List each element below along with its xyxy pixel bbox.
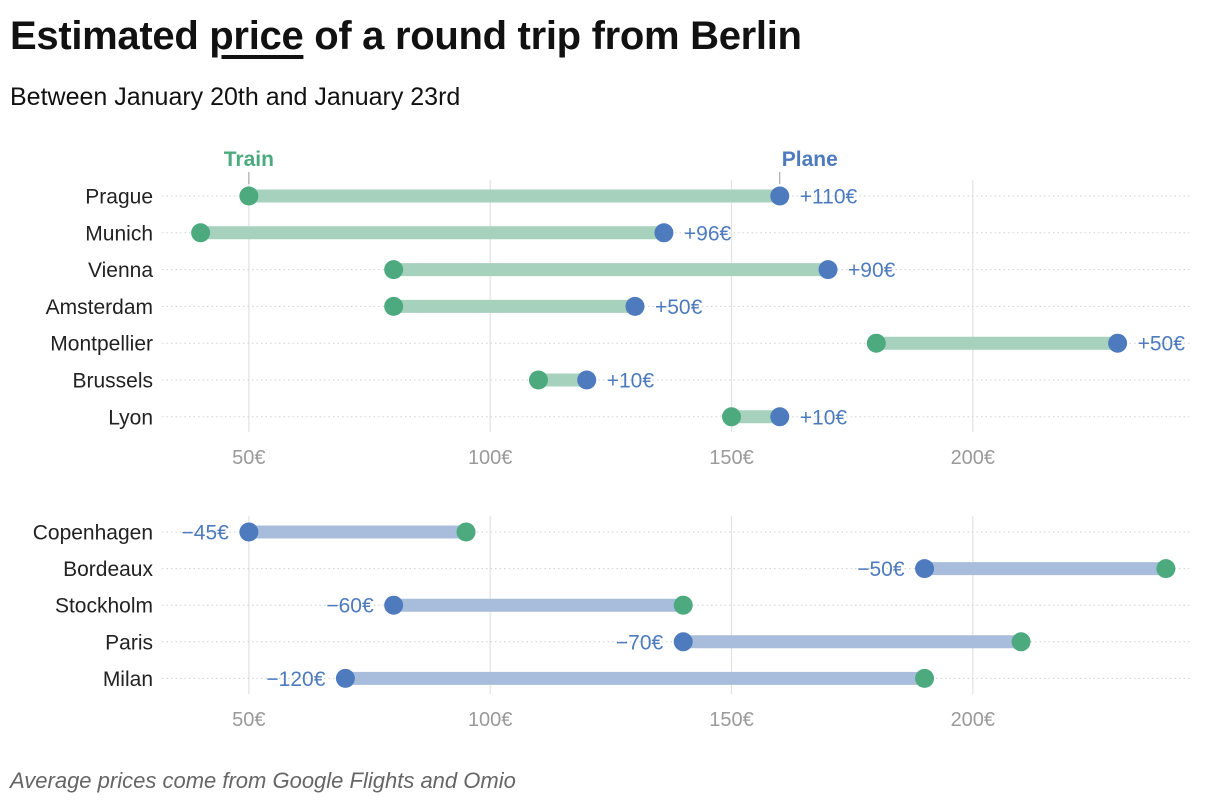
train-dot — [673, 595, 693, 615]
plane-dot — [915, 559, 935, 579]
difference-label: −120€ — [266, 668, 325, 691]
legend-plane-label: Plane — [782, 148, 838, 171]
category-label: Brussels — [72, 370, 153, 393]
plane-dot — [673, 632, 693, 652]
x-tick-label: 200€ — [951, 447, 996, 469]
legend-train-label: Train — [224, 148, 274, 171]
x-tick-label: 100€ — [468, 447, 513, 469]
category-label: Vienna — [88, 259, 153, 282]
category-label: Paris — [105, 631, 153, 654]
train-dot — [722, 407, 742, 427]
category-label: Milan — [103, 668, 153, 691]
difference-label: −45€ — [182, 522, 230, 545]
train-dot — [456, 522, 476, 542]
category-label: Bordeaux — [63, 558, 153, 581]
x-tick-label: 200€ — [951, 709, 996, 731]
difference-label: +90€ — [848, 259, 896, 282]
plane-dot — [384, 595, 404, 615]
title-highlight: price — [209, 14, 304, 58]
plane-dot — [625, 296, 645, 316]
x-tick-label: 150€ — [709, 447, 754, 469]
category-label: Copenhagen — [33, 522, 153, 545]
x-tick-label: 50€ — [232, 447, 265, 469]
plane-dot — [654, 223, 674, 243]
category-label: Munich — [85, 222, 153, 245]
difference-label: +10€ — [607, 370, 655, 393]
difference-label: +10€ — [800, 406, 848, 429]
chart-subtitle: Between January 20th and January 23rd — [10, 83, 461, 111]
difference-label: +50€ — [655, 296, 703, 319]
train-dot — [1156, 559, 1176, 579]
train-dot — [1011, 632, 1031, 652]
plane-dot — [577, 370, 597, 390]
source-footnote: Average prices come from Google Flights … — [10, 768, 516, 793]
train-dot — [191, 223, 211, 243]
plane-dot — [239, 522, 259, 542]
difference-label: +110€ — [800, 186, 858, 209]
train-dot — [915, 668, 935, 688]
train-dot — [528, 370, 548, 390]
x-tick-label: 150€ — [709, 709, 754, 731]
train-dot — [239, 186, 259, 206]
x-tick-label: 50€ — [232, 709, 265, 731]
title-end: of a round trip from Berlin — [303, 14, 802, 58]
plane-dot — [770, 186, 790, 206]
train-dot — [384, 260, 404, 280]
train-dot — [384, 296, 404, 316]
plane-dot — [1108, 333, 1128, 353]
category-label: Stockholm — [55, 595, 153, 618]
category-label: Lyon — [108, 406, 153, 429]
train-dot — [866, 333, 886, 353]
x-tick-label: 100€ — [468, 709, 513, 731]
plane-dot — [335, 668, 355, 688]
difference-label: −50€ — [857, 558, 905, 581]
plane-dot — [818, 260, 838, 280]
title-start: Estimated — [10, 14, 210, 58]
plane-dot — [770, 407, 790, 427]
category-label: Amsterdam — [46, 296, 153, 319]
difference-label: +50€ — [1138, 333, 1186, 356]
difference-label: −70€ — [616, 631, 664, 654]
chart-title: Estimated price of a round trip from Ber… — [10, 10, 802, 62]
category-label: Montpellier — [50, 333, 153, 356]
difference-label: +96€ — [684, 222, 732, 245]
category-label: Prague — [85, 186, 153, 209]
difference-label: −60€ — [326, 595, 374, 618]
